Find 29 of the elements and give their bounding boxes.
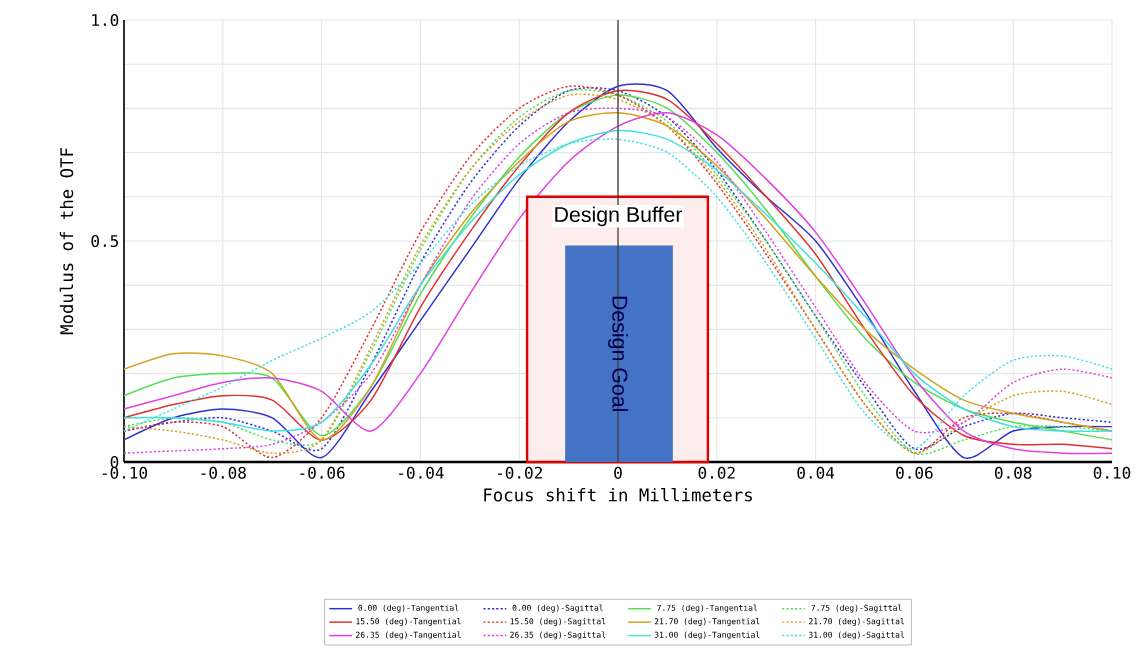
x-tick-label: 0.04 — [797, 466, 835, 479]
x-tick-label: -0.02 — [497, 466, 542, 479]
legend-label: 31.00 (deg)-Tangential — [654, 631, 760, 640]
legend-label: 31.00 (deg)-Sagittal — [808, 631, 904, 640]
x-tick-label: -0.10 — [102, 466, 148, 479]
legend-label: 21.70 (deg)-Sagittal — [809, 618, 904, 626]
x-tick-label: 0.08 — [994, 466, 1032, 479]
legend-label: 7.75 (deg)-Sagittal — [811, 604, 902, 613]
y-tick-label: 0.5 — [91, 234, 118, 248]
x-tick-label: -0.06 — [300, 466, 345, 479]
annotation: Design Goal — [608, 296, 628, 411]
x-tick-label: 0.02 — [698, 466, 735, 479]
x-axis-title: Focus shift in Millimeters — [484, 487, 752, 502]
y-axis-title: Modulus of the OTF — [59, 148, 74, 335]
annotation: Design Buffer — [555, 206, 683, 227]
legend-label: 15.50 (deg)-Tangential — [356, 618, 461, 626]
legend-label: 0.00 (deg)-Sagittal — [512, 604, 603, 613]
legend-label: 26.35 (deg)-Tangential — [356, 631, 461, 640]
x-tick-label: -0.04 — [399, 466, 444, 479]
x-tick-label: 0 — [614, 466, 622, 479]
legend-label: 0.00 (deg)-Tangential — [358, 604, 459, 613]
legend-label: 21.70 (deg)-Tangential — [654, 618, 760, 626]
x-tick-label: -0.08 — [201, 466, 246, 479]
y-tick-label: 1.0 — [92, 13, 119, 27]
legend-label: 15.50 (deg)-Sagittal — [510, 618, 606, 626]
x-tick-label: 0.06 — [896, 466, 933, 479]
legend-label: 26.35 (deg)-Sagittal — [510, 631, 606, 640]
legend-label: 7.75 (deg)-Tangential — [657, 604, 757, 613]
x-tick-label: 0.10 — [1093, 466, 1131, 479]
